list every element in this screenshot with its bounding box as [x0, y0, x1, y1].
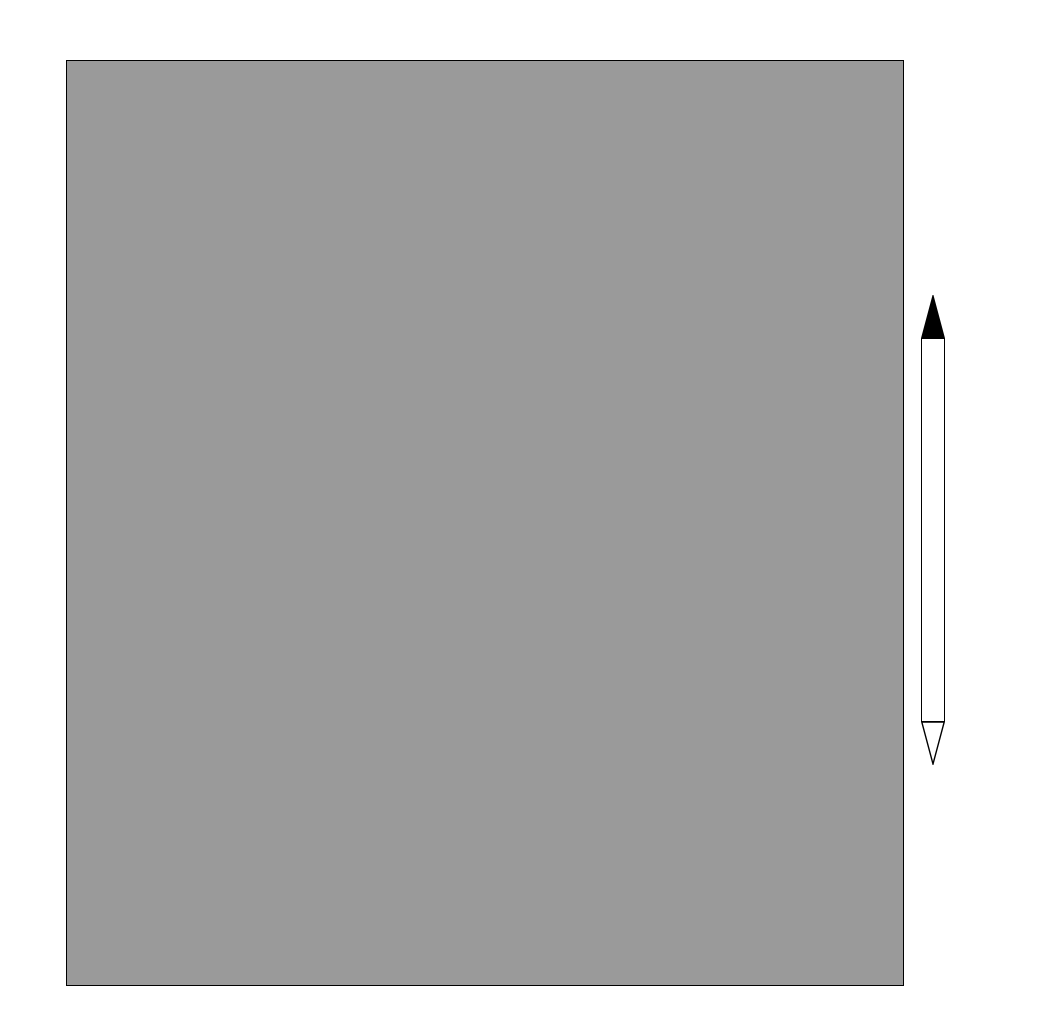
ir-brightness-temperature-map[interactable] — [67, 61, 903, 985]
colorbar-gradient — [921, 338, 945, 722]
colorbar-extend-max-arrow — [921, 295, 945, 339]
colorbar[interactable] — [919, 295, 947, 765]
map-panel[interactable] — [66, 60, 904, 986]
colorbar-extend-min-arrow — [921, 721, 945, 765]
